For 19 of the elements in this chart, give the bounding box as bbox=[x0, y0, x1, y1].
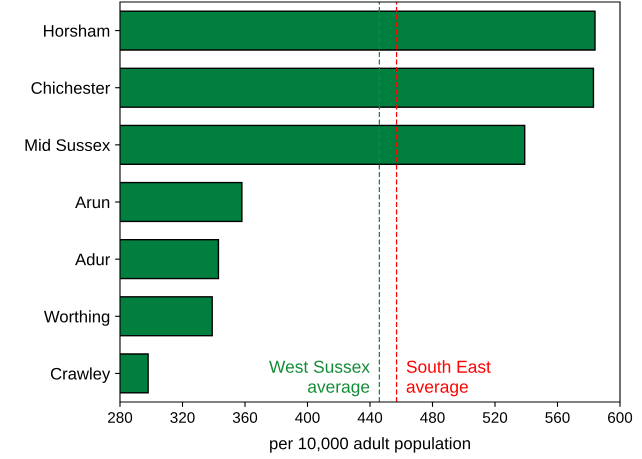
x-tick-label: 360 bbox=[232, 412, 258, 423]
x-tick-label: 440 bbox=[358, 412, 382, 423]
y-tick-label: Crawley bbox=[50, 367, 110, 383]
ref-line-label: West Sussex average bbox=[269, 360, 370, 396]
x-tick-label: 560 bbox=[545, 412, 570, 423]
x-tick-label: 400 bbox=[295, 412, 320, 423]
x-tick-label: 520 bbox=[482, 412, 508, 423]
y-tick-label: Mid Sussex bbox=[26, 138, 110, 152]
ref-line-label: South East average bbox=[406, 360, 491, 396]
x-tick-label: 320 bbox=[170, 412, 195, 423]
x-axis-title: per 10,000 adult population bbox=[270, 437, 470, 453]
y-tick-label: Adur bbox=[75, 253, 110, 266]
x-tick-label: 280 bbox=[108, 412, 132, 423]
x-tick-label: 600 bbox=[608, 412, 632, 423]
y-tick-label: Worthing bbox=[44, 310, 110, 326]
y-tick-label: Chichester bbox=[31, 82, 110, 94]
y-tick-label: Arun bbox=[75, 196, 110, 208]
y-tick-label: Horsham bbox=[44, 24, 110, 37]
x-tick-label: 480 bbox=[420, 412, 445, 423]
